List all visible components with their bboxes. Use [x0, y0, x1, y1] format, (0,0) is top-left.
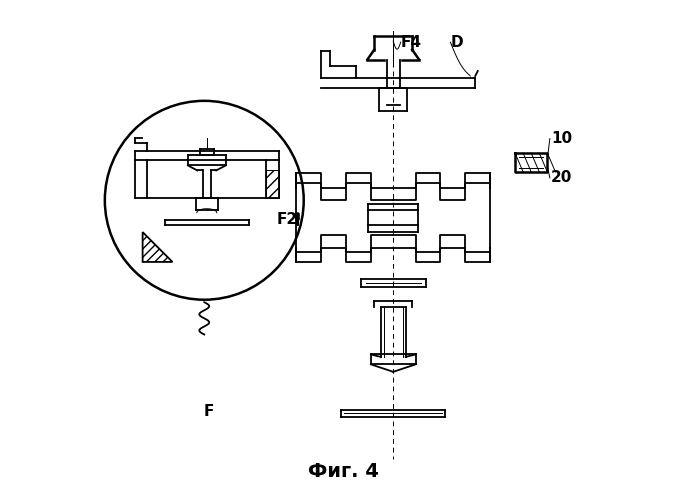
Text: 20: 20 — [551, 170, 572, 186]
Text: 10: 10 — [551, 131, 572, 146]
Text: F2: F2 — [277, 212, 297, 226]
Bar — [267, 170, 279, 198]
Text: Фиг. 4: Фиг. 4 — [308, 462, 379, 481]
Polygon shape — [143, 232, 172, 262]
Text: F: F — [204, 404, 214, 419]
Text: F4: F4 — [401, 34, 422, 50]
Text: D: D — [451, 34, 463, 50]
